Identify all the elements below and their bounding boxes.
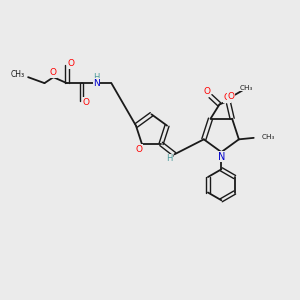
Text: N: N (218, 152, 225, 161)
Text: O: O (203, 87, 210, 96)
Text: CH₃: CH₃ (11, 70, 25, 79)
Text: N: N (93, 79, 100, 88)
Text: O: O (136, 145, 143, 154)
Text: H: H (166, 154, 172, 163)
Text: CH₃: CH₃ (239, 85, 253, 91)
Text: O: O (228, 92, 235, 101)
Text: CH₃: CH₃ (262, 134, 275, 140)
Text: H: H (93, 73, 100, 82)
Text: O: O (82, 98, 90, 107)
Text: O: O (224, 93, 231, 102)
Text: O: O (50, 68, 57, 77)
Text: O: O (68, 59, 75, 68)
